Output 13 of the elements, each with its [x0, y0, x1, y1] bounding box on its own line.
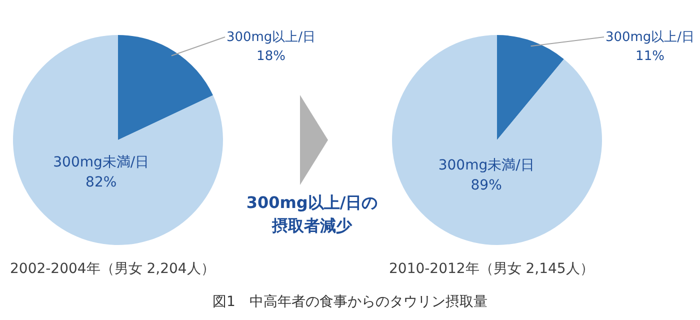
- text: 摂取者減少: [271, 216, 353, 235]
- slice-label: 300mg未満/日: [438, 158, 534, 174]
- text: 300mg以上/日の: [246, 193, 378, 212]
- slice-label: 300mg未満/日: [53, 154, 150, 171]
- text: 2002-2004年（男女 2,204人）: [10, 261, 215, 277]
- caption: 図1 中高年者の食事からのタウリン摂取量: [212, 294, 488, 310]
- data-label: 18%: [256, 49, 286, 64]
- data-label: 82%: [86, 174, 117, 191]
- slice-label: 300mg以上/日: [605, 30, 695, 45]
- data-label: 89%: [470, 178, 502, 194]
- text: 2010-2012年（男女 2,145人）: [389, 261, 594, 277]
- slice-label: 300mg以上/日: [226, 30, 316, 45]
- data-label: 11%: [636, 49, 664, 64]
